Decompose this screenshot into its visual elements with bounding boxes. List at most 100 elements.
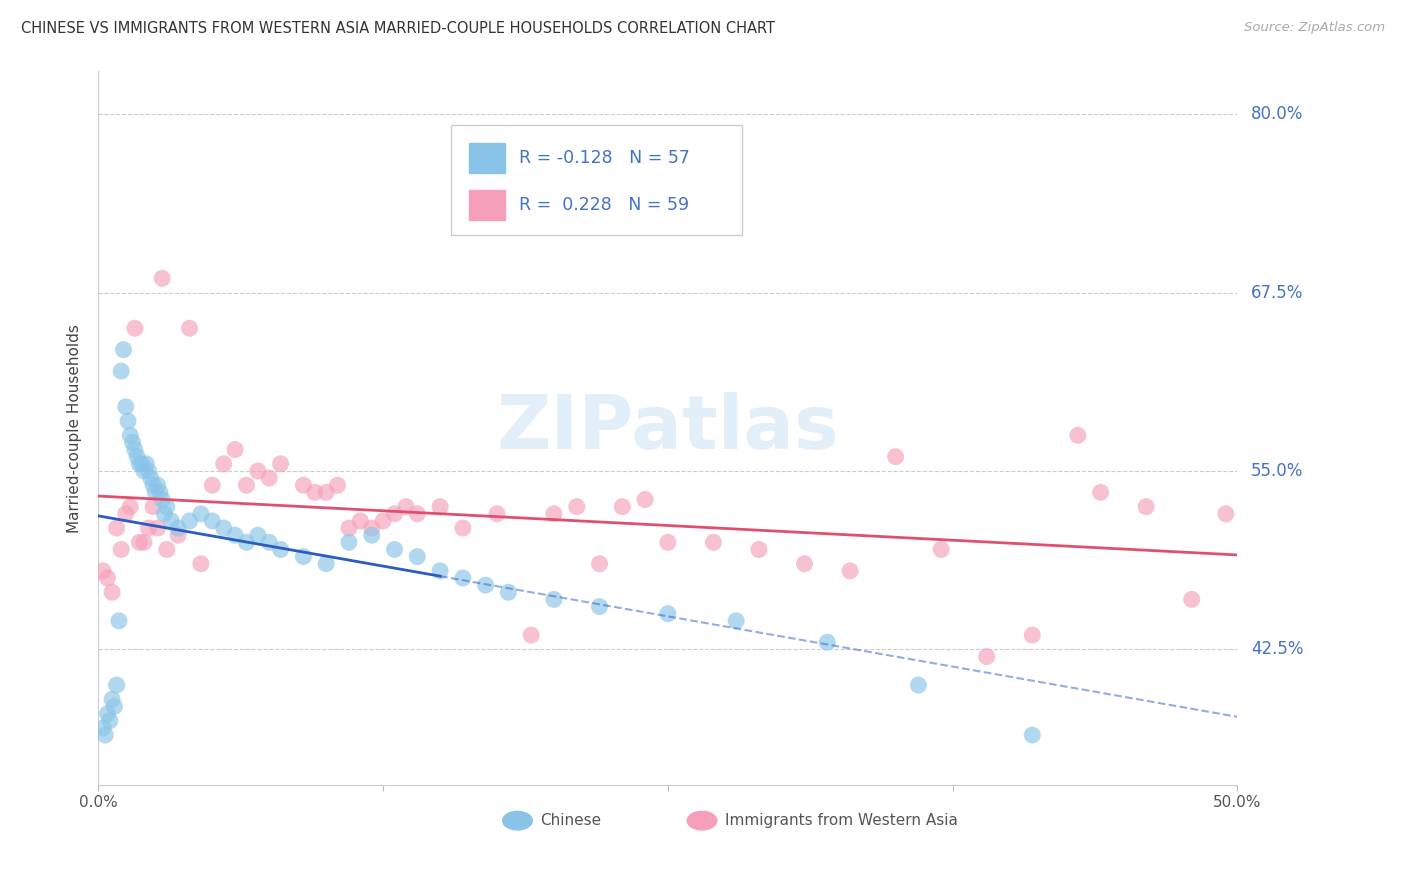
Point <box>657 607 679 621</box>
Point <box>315 485 337 500</box>
Point <box>201 478 224 492</box>
Point <box>292 478 315 492</box>
Point <box>142 500 165 514</box>
Point <box>326 478 349 492</box>
Point <box>156 500 179 514</box>
Point <box>149 485 172 500</box>
Point <box>543 507 565 521</box>
Point <box>124 442 146 457</box>
Point <box>657 535 679 549</box>
Point <box>132 535 155 549</box>
Text: Chinese: Chinese <box>540 814 602 828</box>
Point <box>167 521 190 535</box>
Point <box>337 521 360 535</box>
Point <box>138 464 160 478</box>
Point <box>179 514 201 528</box>
Point <box>110 542 132 557</box>
Text: 67.5%: 67.5% <box>1251 284 1303 301</box>
Point <box>384 507 406 521</box>
Point <box>150 271 173 285</box>
Point <box>815 635 838 649</box>
Point <box>127 450 149 464</box>
Point <box>142 478 165 492</box>
Text: R =  0.228   N = 59: R = 0.228 N = 59 <box>519 196 689 214</box>
Point <box>131 457 153 471</box>
Point <box>201 514 224 528</box>
Point <box>360 528 382 542</box>
Point <box>429 564 451 578</box>
Bar <box>468 190 505 220</box>
Point <box>132 464 155 478</box>
Point <box>120 500 142 514</box>
Point <box>474 578 496 592</box>
Text: Immigrants from Western Asia: Immigrants from Western Asia <box>725 814 957 828</box>
FancyBboxPatch shape <box>451 125 742 235</box>
Point <box>725 614 748 628</box>
Text: 55.0%: 55.0% <box>1251 462 1303 480</box>
Point <box>839 564 862 578</box>
Point <box>224 442 246 457</box>
Point <box>135 457 157 471</box>
Point <box>96 571 118 585</box>
Point <box>634 492 657 507</box>
Point <box>167 528 190 542</box>
Point <box>384 542 406 557</box>
Point <box>190 507 212 521</box>
Text: R = -0.128   N = 57: R = -0.128 N = 57 <box>519 150 689 168</box>
Point <box>702 535 724 549</box>
Point <box>160 514 183 528</box>
Point <box>748 542 770 557</box>
Point <box>429 500 451 514</box>
Point <box>588 599 610 614</box>
Point <box>292 549 315 564</box>
Point <box>1215 507 1237 521</box>
Point <box>565 500 588 514</box>
Point <box>105 678 128 692</box>
Point <box>150 492 173 507</box>
Point <box>406 507 429 521</box>
Point <box>1135 500 1157 514</box>
Point <box>108 614 131 628</box>
Point <box>1067 428 1090 442</box>
Point <box>520 628 543 642</box>
Point <box>1181 592 1204 607</box>
Text: ZIPatlas: ZIPatlas <box>496 392 839 465</box>
Point <box>138 521 160 535</box>
Text: CHINESE VS IMMIGRANTS FROM WESTERN ASIA MARRIED-COUPLE HOUSEHOLDS CORRELATION CH: CHINESE VS IMMIGRANTS FROM WESTERN ASIA … <box>21 21 775 36</box>
Point <box>98 714 121 728</box>
Point <box>124 321 146 335</box>
Point <box>976 649 998 664</box>
Point <box>360 521 382 535</box>
Point <box>235 535 257 549</box>
Point <box>103 699 125 714</box>
Point <box>270 457 292 471</box>
Text: 42.5%: 42.5% <box>1251 640 1303 658</box>
Point <box>1021 628 1043 642</box>
Point <box>259 535 281 549</box>
Point <box>96 706 118 721</box>
Bar <box>468 144 505 173</box>
Point <box>146 478 169 492</box>
Point <box>190 557 212 571</box>
Point <box>114 400 136 414</box>
Y-axis label: Married-couple Households: Married-couple Households <box>67 324 83 533</box>
Point <box>120 428 142 442</box>
Point <box>588 557 610 571</box>
Point <box>114 507 136 521</box>
Point <box>1090 485 1112 500</box>
Point <box>145 485 167 500</box>
Point <box>91 564 114 578</box>
Point <box>128 457 150 471</box>
Circle shape <box>503 812 533 830</box>
Point <box>395 500 418 514</box>
Point <box>451 571 474 585</box>
Point <box>304 485 326 500</box>
Point <box>105 521 128 535</box>
Point <box>793 557 815 571</box>
Point <box>146 521 169 535</box>
Point <box>101 585 124 599</box>
Point <box>1021 728 1043 742</box>
Point <box>139 471 162 485</box>
Point <box>153 507 176 521</box>
Point <box>246 464 269 478</box>
